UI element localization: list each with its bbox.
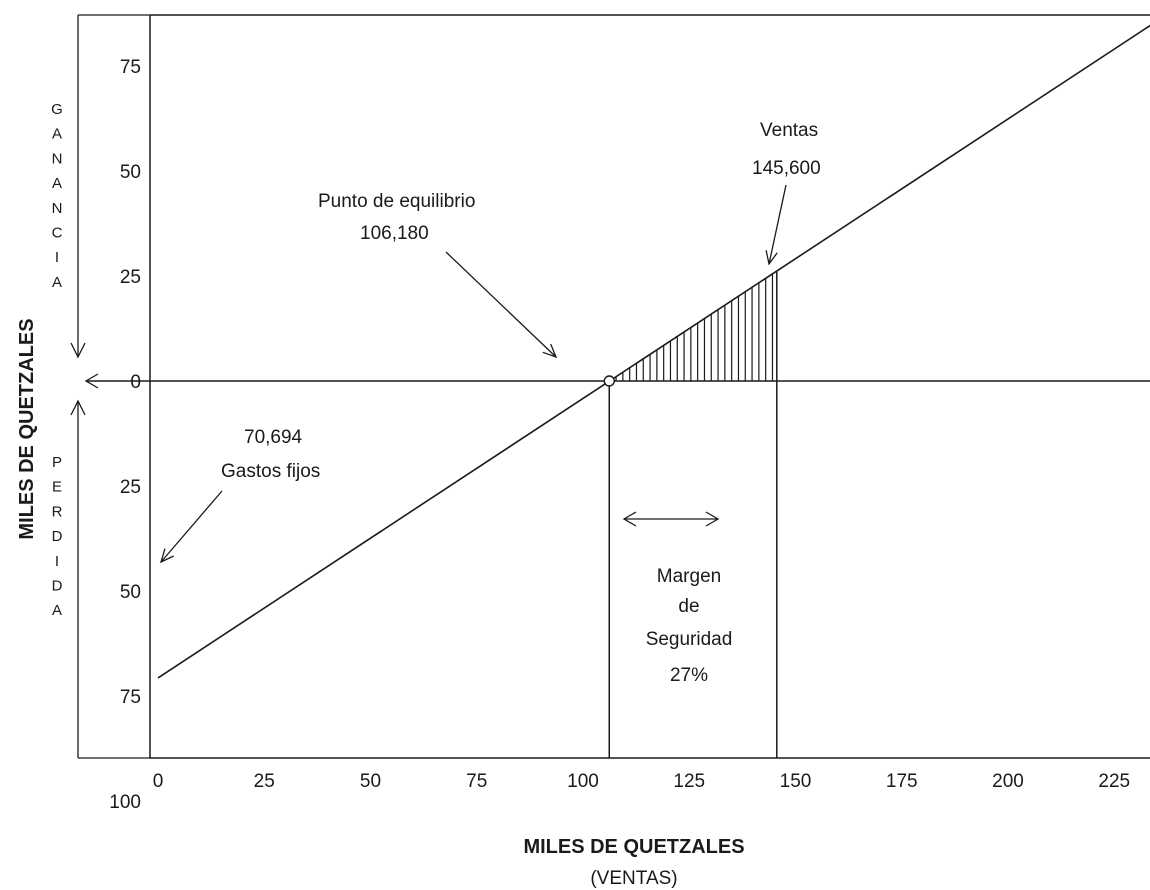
perdida-letter: D [52,528,63,545]
perdida-letter: R [52,503,63,520]
x-tick-label: 125 [673,771,705,792]
x-axis-subtitle: (VENTAS) [590,868,677,889]
y-tick-label-loss: 100 [109,792,141,813]
y-tick-label-loss: 25 [120,477,141,498]
break-even-point [603,375,615,387]
perdida-letter: I [55,553,59,570]
x-tick-label: 50 [360,771,381,792]
sales-label-value: 145,600 [752,158,821,179]
fixed-costs-label-value: 70,694 [244,427,303,448]
break-even-arrow-shaft [445,251,557,358]
margin-arrow-right-icon [705,511,720,527]
safety-margin-percent: 27% [670,665,708,686]
y-tick-label-profit: 0 [130,372,141,393]
perdida-letter: P [52,454,62,471]
ganancia-letter: N [52,150,63,167]
ganancia-letter: A [52,274,62,291]
safety-margin-line-1: Margen [657,566,721,587]
break-even-label-text: Punto de equilibrio [318,191,475,212]
y-tick-label-profit: 75 [120,57,141,78]
profit-arrow-down-icon [70,342,86,359]
margin-arrow-left-icon [622,511,637,527]
ganancia-letter: I [55,249,59,266]
y-tick-label-loss: 50 [120,582,141,603]
x-tick-label: 25 [254,771,275,792]
sales-arrow-arrowhead [765,250,778,266]
perdida-letter: D [52,578,63,595]
break-even-label-value: 106,180 [360,223,429,244]
ganancia-letter: A [52,175,62,192]
x-tick-label: 200 [992,771,1024,792]
y-tick-label-profit: 25 [120,267,141,288]
x-tick-label: 150 [780,771,812,792]
sales-arrow-shaft [768,184,787,265]
fixed-costs-arrow-shaft [160,490,223,563]
safety-margin-line-2: de [678,596,699,617]
loss-arrow-up-icon [70,399,86,416]
ganancia-letter: A [52,126,62,143]
x-tick-label: 225 [1098,771,1130,792]
y-tick-label-profit: 50 [120,162,141,183]
x-tick-label: 175 [886,771,918,792]
ticks-layer: 0255075100125150175200225025507510012525… [109,57,1130,813]
ganancia-letter: N [52,200,63,217]
perdida-letter: E [52,479,62,496]
series-layer [157,24,1150,679]
fixed-costs-label-text: Gastos fijos [221,461,320,482]
y-axis-title: MILES DE QUETZALES [16,318,38,539]
ganancia-letter: G [51,101,63,118]
safety-margin-line-3: Seguridad [646,629,733,650]
ganancia-letter: C [52,225,63,242]
zero-axis-arrowhead [84,373,99,389]
x-axis-title: MILES DE QUETZALES [523,836,744,858]
sales-cost-line [157,24,1150,679]
fixed-costs-arrow-arrowhead [159,548,174,564]
sales-label-text: Ventas [760,120,818,141]
break-even-arrow-arrowhead [542,343,558,359]
x-tick-label: 0 [153,771,164,792]
perdida-letter: A [52,602,62,619]
axes-layer [70,14,1150,759]
x-tick-label: 75 [466,771,487,792]
x-tick-label: 100 [567,771,599,792]
safety-margin-hatching [615,273,774,381]
y-tick-label-loss: 75 [120,687,141,708]
